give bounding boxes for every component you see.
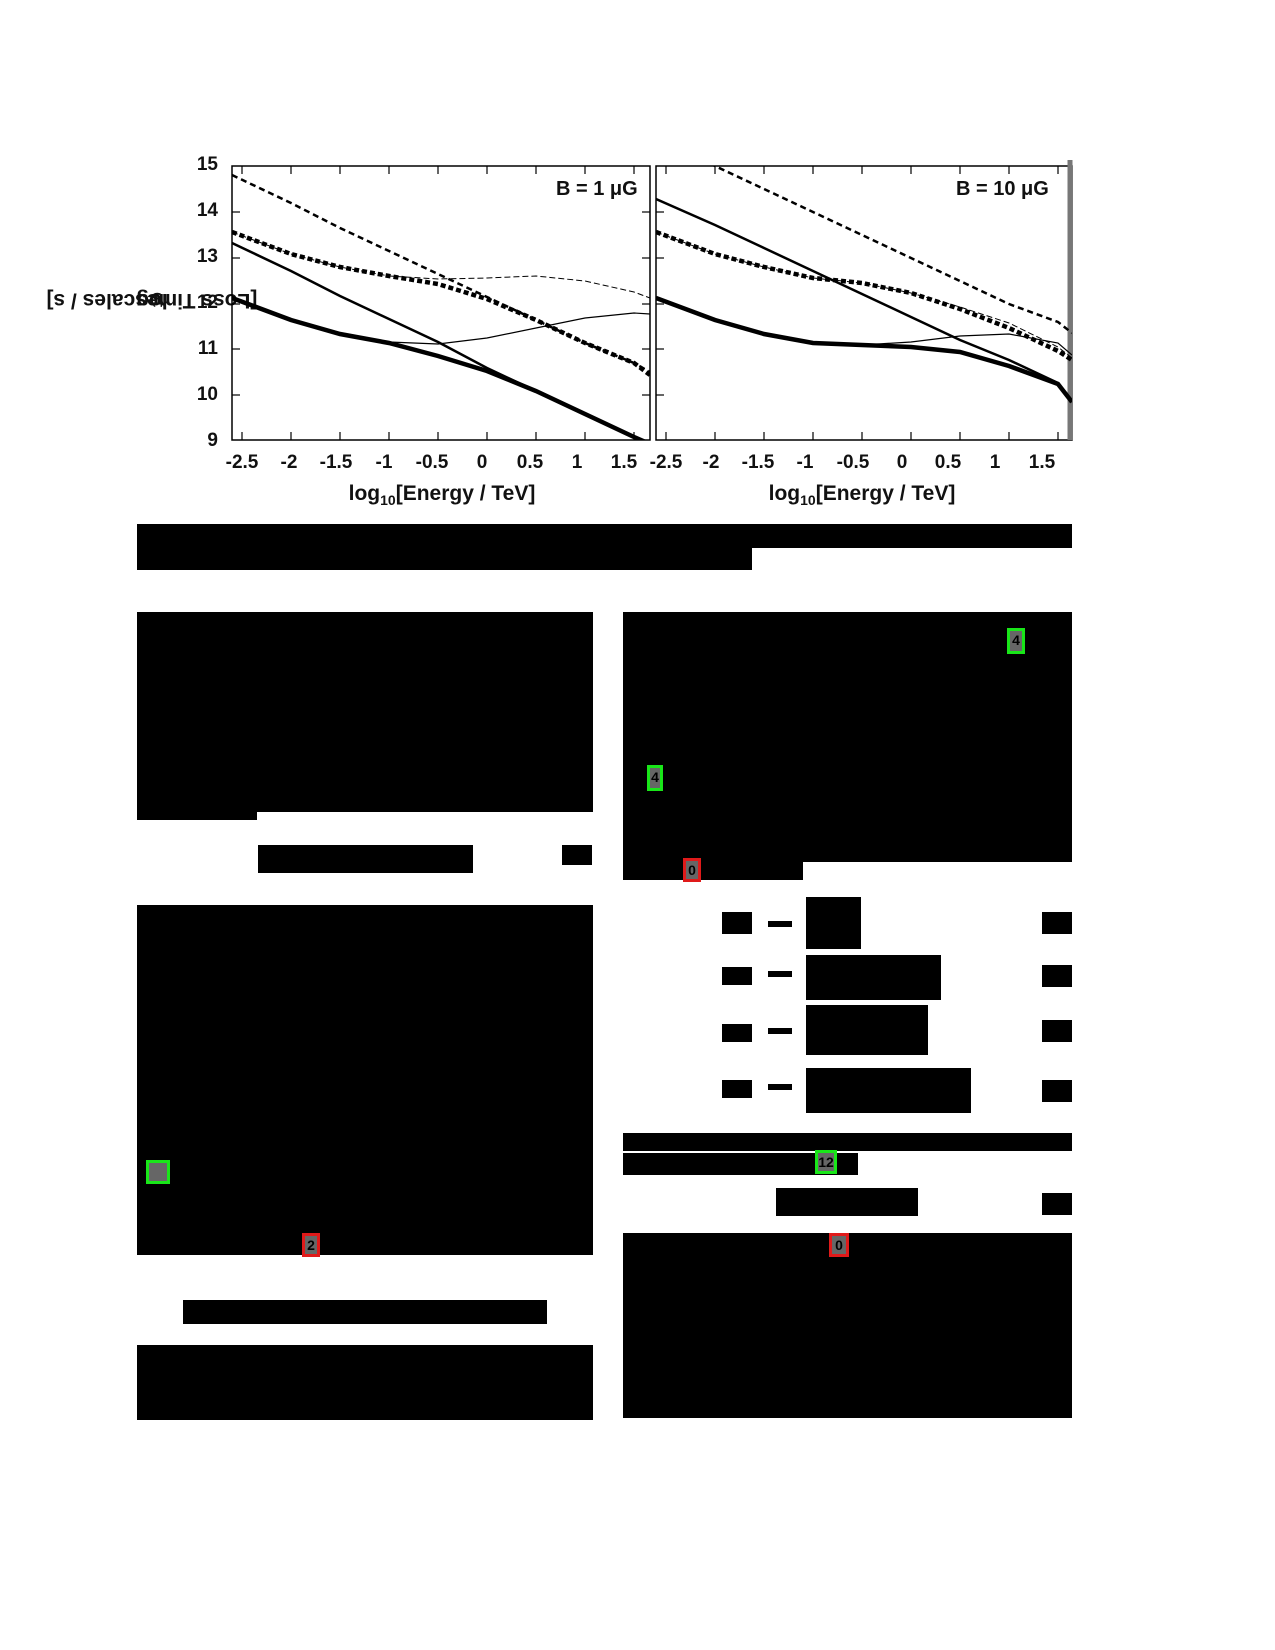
x-tick: -1.5 bbox=[741, 452, 775, 473]
marker: 0 bbox=[683, 858, 701, 882]
marker: 12 bbox=[815, 1150, 837, 1174]
x-tick: -0.5 bbox=[415, 452, 449, 473]
plot-area bbox=[231, 160, 1073, 441]
x-axis-label: log10[Energy / TeV] bbox=[768, 482, 956, 509]
x-tick: -2 bbox=[280, 452, 298, 473]
x-tick: -0.5 bbox=[836, 452, 870, 473]
x-tick: 0 bbox=[896, 452, 908, 473]
x-tick: -1 bbox=[796, 452, 814, 473]
marker bbox=[146, 1160, 170, 1184]
y-tick: 14 bbox=[196, 200, 218, 221]
x-tick: 0.5 bbox=[934, 452, 962, 473]
figure: log 10 [Loss Timescales / s] 15 14 13 12 1… bbox=[0, 0, 1275, 530]
y-tick: 9 bbox=[207, 430, 218, 451]
x-tick: -1 bbox=[375, 452, 393, 473]
marker: 4 bbox=[1007, 628, 1025, 654]
y-tick: 15 bbox=[196, 154, 218, 175]
y-tick: 13 bbox=[196, 246, 218, 267]
y-tick: 11 bbox=[197, 338, 218, 359]
x-tick: -2.5 bbox=[225, 452, 259, 473]
marker: 2 bbox=[302, 1233, 320, 1257]
marker: 4 bbox=[647, 765, 663, 791]
x-tick: -1.5 bbox=[319, 452, 353, 473]
y-tick: 10 bbox=[196, 384, 218, 405]
x-axis-label: log10[Energy / TeV] bbox=[348, 482, 536, 509]
x-tick: 1.5 bbox=[610, 452, 638, 473]
x-tick: 1 bbox=[571, 452, 583, 473]
x-tick: -2 bbox=[702, 452, 720, 473]
x-tick: 1 bbox=[989, 452, 1001, 473]
x-tick: 0.5 bbox=[516, 452, 544, 473]
x-tick: -2.5 bbox=[649, 452, 683, 473]
y-tick: 12 bbox=[196, 292, 218, 313]
marker: 0 bbox=[829, 1233, 849, 1257]
panel-label-b10: B = 10 μG bbox=[956, 178, 1049, 200]
x-tick: 0 bbox=[476, 452, 488, 473]
x-tick: 1.5 bbox=[1028, 452, 1056, 473]
panel-label-b1: B = 1 μG bbox=[556, 178, 638, 200]
